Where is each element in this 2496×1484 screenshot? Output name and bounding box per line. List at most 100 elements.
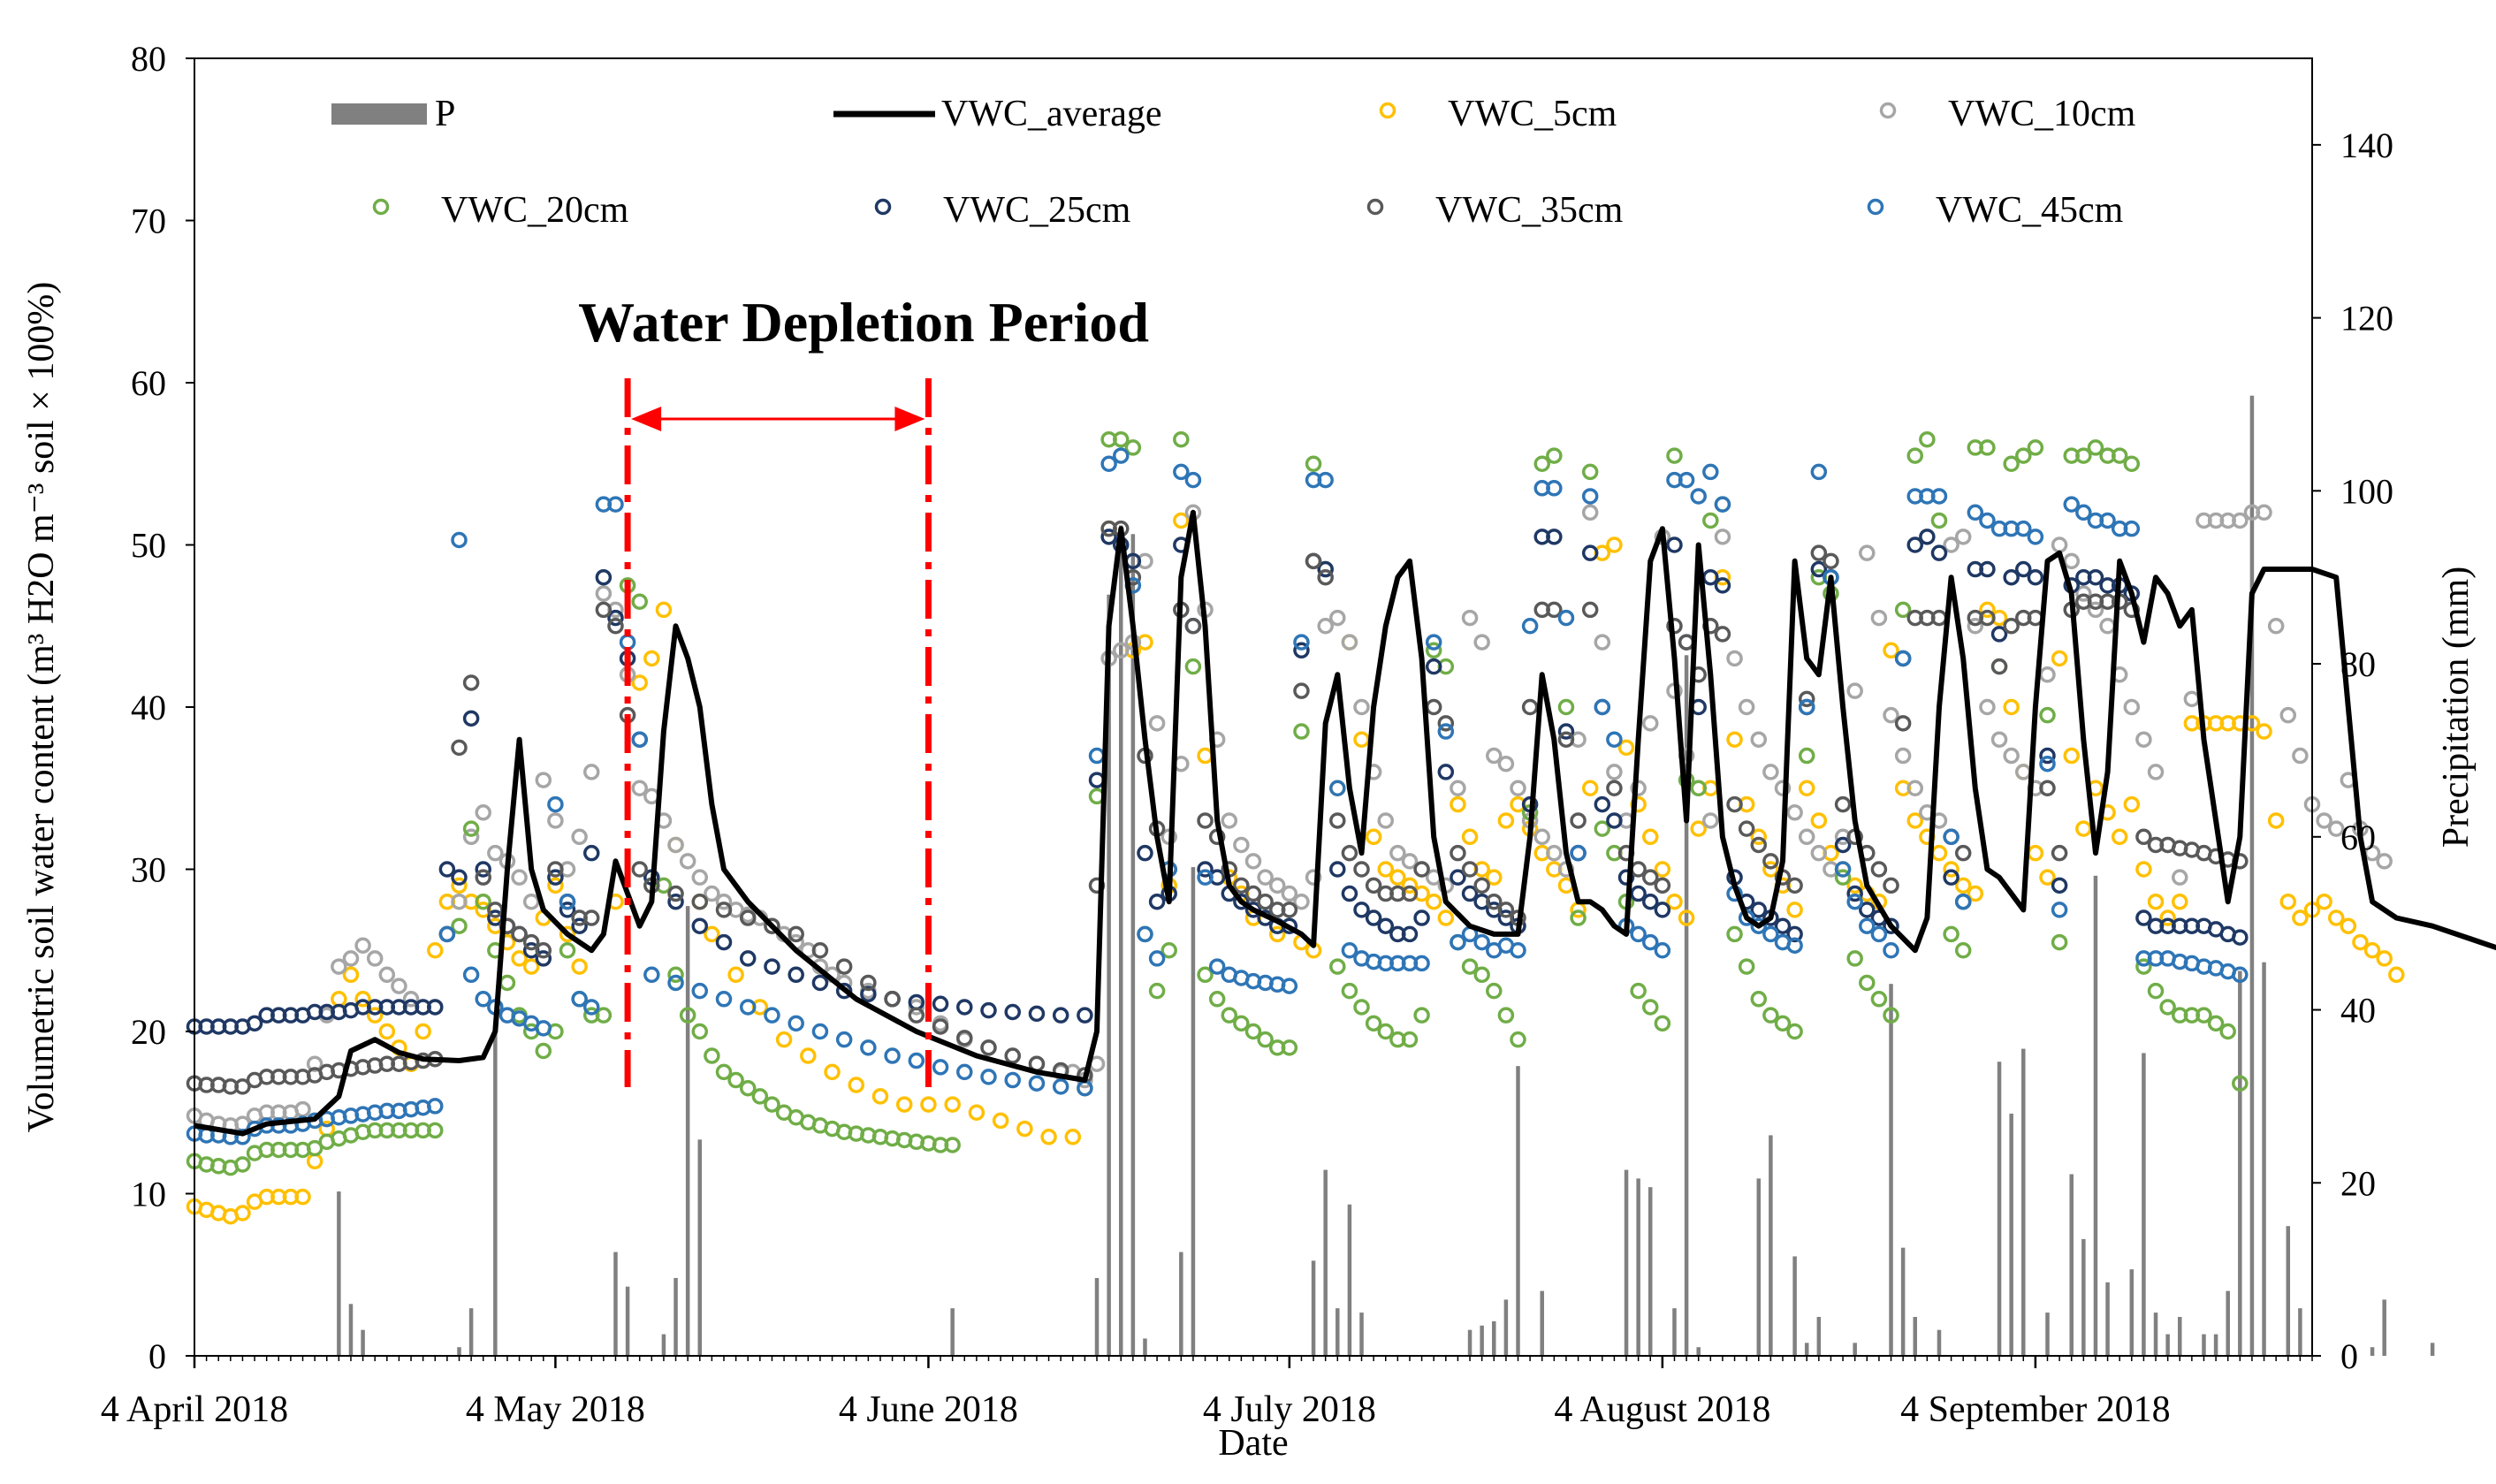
x-tick-label: 4 August 2018: [1554, 1389, 1770, 1430]
marker-vwc_10cm: [1990, 731, 2008, 748]
marker-vwc_10cm: [704, 885, 720, 902]
marker-vwc_5cm: [451, 877, 468, 894]
right-tick-label: 140: [2340, 126, 2393, 165]
marker-vwc_10cm: [1750, 731, 1768, 748]
marker-vwc_25cm: [1413, 909, 1430, 926]
marker-vwc_5cm: [511, 950, 528, 967]
marker-vwc_5cm: [2051, 650, 2068, 667]
marker-vwc_5cm: [1690, 820, 1707, 837]
marker-vwc_45cm: [1581, 488, 1599, 505]
marker-vwc_45cm: [715, 991, 733, 1008]
marker-vwc_45cm: [1834, 861, 1852, 878]
marker-vwc_10cm: [1883, 706, 1899, 724]
marker-vwc_20cm: [2135, 958, 2152, 975]
marker-vwc_5cm: [354, 991, 371, 1008]
marker-vwc_35cm: [1365, 877, 1382, 894]
marker-vwc_5cm: [2075, 820, 2092, 837]
precip-bar: [2262, 962, 2266, 1356]
marker-vwc_20cm: [1257, 1031, 1274, 1048]
marker-vwc_25cm: [2087, 568, 2104, 586]
marker-vwc_20cm: [1726, 925, 1743, 943]
marker-vwc_25cm: [1810, 560, 1828, 578]
left-tick-label: 80: [131, 39, 166, 79]
marker-vwc_20cm: [1329, 958, 1346, 975]
marker-vwc_45cm: [2015, 520, 2032, 537]
marker-vwc_10cm: [1967, 618, 1984, 635]
precip-bar: [2430, 1343, 2435, 1356]
marker-vwc_25cm: [1148, 893, 1166, 910]
marker-vwc_25cm: [1137, 844, 1153, 862]
marker-vwc_45cm: [1883, 942, 1899, 959]
legend-item-p: P: [331, 94, 455, 134]
marker-vwc_10cm: [1979, 698, 1996, 716]
marker-vwc_25cm: [715, 933, 733, 951]
marker-vwc_10cm: [1281, 885, 1298, 902]
marker-vwc_20cm: [2075, 447, 2092, 464]
marker-vwc_20cm: [1654, 1015, 1671, 1032]
marker-vwc_10cm: [1486, 747, 1503, 765]
marker-vwc_5cm: [234, 1205, 251, 1221]
marker-vwc_45cm: [788, 1015, 804, 1032]
marker-vwc_10cm: [1461, 609, 1479, 627]
marker-vwc_35cm: [860, 974, 877, 992]
marker-vwc_20cm: [631, 593, 648, 610]
precip-bar: [1900, 1247, 1906, 1356]
marker-vwc_25cm: [1594, 795, 1611, 813]
marker-vwc_45cm: [631, 731, 648, 748]
marker-vwc_25cm: [1341, 885, 1358, 902]
marker-vwc_10cm: [1702, 812, 1719, 829]
marker-vwc_25cm: [956, 999, 973, 1016]
x-axis-ticks: 4 April 2018 4 May 2018 4 June 2018 4 July …: [101, 1356, 2313, 1430]
marker-vwc_10cm: [402, 991, 420, 1008]
right-tick-label: 20: [2340, 1163, 2376, 1203]
precip-bar: [2249, 395, 2255, 1357]
marker-vwc_10cm: [451, 893, 468, 910]
marker-vwc_5cm: [2172, 893, 2188, 910]
marker-vwc_20cm: [679, 1007, 696, 1024]
marker-vwc_10cm: [1798, 828, 1815, 846]
marker-vwc_45cm: [1846, 893, 1863, 910]
marker-vwc_35cm: [535, 942, 552, 959]
marker-vwc_10cm: [2147, 764, 2165, 780]
marker-vwc_5cm: [1461, 828, 1479, 846]
marker-vwc_10cm: [1846, 682, 1863, 699]
marker-vwc_35cm: [980, 1039, 997, 1056]
marker-vwc_5cm: [294, 1188, 311, 1206]
marker-vwc_5cm: [378, 1023, 396, 1040]
marker-vwc_5cm: [944, 1096, 961, 1113]
marker-vwc_25cm: [1077, 1007, 1093, 1024]
marker-vwc_20cm: [2087, 439, 2104, 456]
precip-bar: [1467, 1329, 1472, 1356]
left-tick-label: 0: [148, 1336, 166, 1376]
marker-vwc_35cm: [1786, 877, 1803, 894]
marker-vwc_25cm: [1630, 885, 1647, 902]
marker-vwc_10cm: [1113, 642, 1130, 659]
vwc-series: [186, 430, 2496, 1225]
marker-vwc_10cm: [1870, 609, 1888, 627]
precip-bar: [2129, 1269, 2135, 1356]
marker-vwc_5cm: [2256, 723, 2272, 740]
marker-vwc_35cm: [234, 1078, 251, 1095]
marker-vwc_20cm: [1859, 974, 1876, 992]
marker-vwc_45cm: [667, 974, 684, 992]
marker-vwc_45cm: [438, 925, 456, 943]
marker-vwc_20cm: [462, 820, 480, 837]
marker-vwc_45cm: [1197, 869, 1214, 886]
marker-vwc_20cm: [1497, 1007, 1515, 1024]
marker-vwc_5cm: [1268, 925, 1286, 943]
marker-vwc_5cm: [871, 1088, 889, 1105]
marker-vwc_20cm: [1630, 982, 1647, 1000]
legend-label: VWC_45cm: [1936, 190, 2124, 231]
precip-bar: [1684, 655, 1689, 1356]
legend-label: VWC_35cm: [1435, 190, 1624, 231]
marker-vwc_20cm: [1581, 463, 1599, 481]
marker-vwc_45cm: [2051, 902, 2068, 918]
precip-bar: [950, 1308, 955, 1356]
marker-vwc_35cm: [739, 909, 757, 926]
marker-vwc_20cm: [1594, 820, 1611, 837]
marker-vwc_10cm: [331, 958, 347, 975]
marker-vwc_35cm: [522, 933, 540, 951]
legend-swatch: [874, 198, 892, 216]
marker-vwc_25cm: [1617, 869, 1635, 886]
marker-vwc_10cm: [522, 893, 540, 910]
